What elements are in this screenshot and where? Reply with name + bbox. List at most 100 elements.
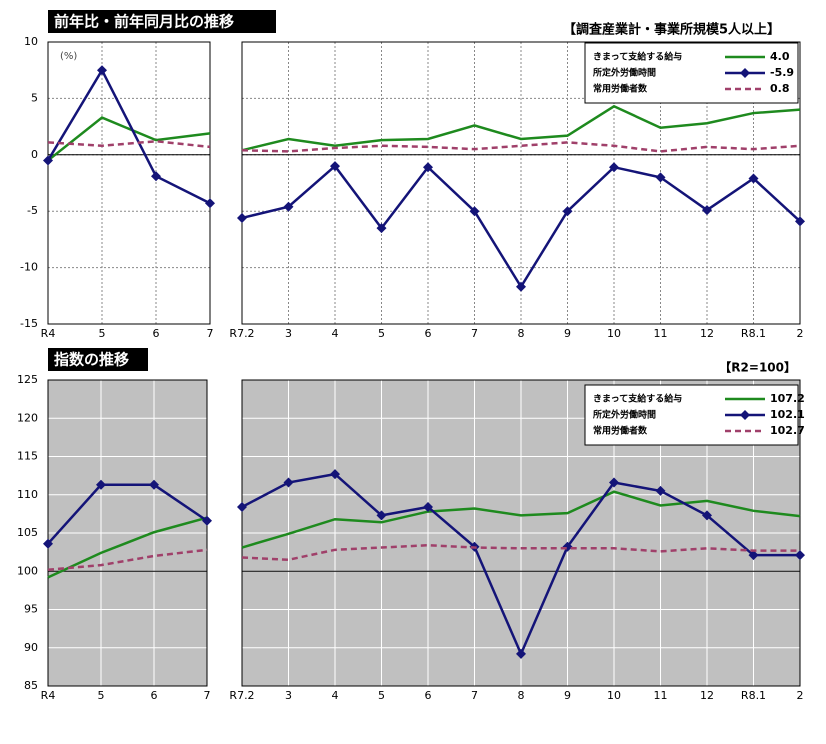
series-marker [96,479,106,490]
plot-frame [47,41,211,325]
y-tick-label: 105 [17,526,38,539]
x-tick-label: 6 [425,327,432,340]
legend-marker [740,410,750,420]
x-tick-label: 5 [378,327,385,340]
plot-frame [47,379,208,687]
series-marker [376,510,387,521]
x-tick-label: 3 [285,689,292,702]
series-marker [702,205,712,216]
y-tick-label: -10 [20,261,38,274]
x-tick-label: R4 [41,327,56,340]
series-marker [283,201,294,212]
series-marker [283,477,294,488]
series-marker [516,648,526,659]
series-marker [97,65,107,76]
x-tick-label: R7.2 [229,689,254,702]
series-line [241,141,801,153]
legend-marker [740,68,750,78]
series-marker [609,162,619,173]
series-marker [655,485,666,496]
series-line [241,104,801,152]
legend-label: きまって支給する給与 [593,51,682,63]
x-tick-label: R7.2 [229,327,254,340]
series-line [47,483,208,545]
series-marker [795,550,805,561]
series-marker [423,162,433,173]
series-marker [330,469,340,480]
x-tick-label: R4 [41,689,56,702]
series-marker [205,198,215,209]
x-tick-label: 10 [607,689,621,702]
chart-title: 指数の推移 [54,351,129,369]
y-tick-label: 100 [17,564,38,577]
x-tick-label: 4 [332,689,339,702]
series-line [47,516,208,579]
series-line [46,67,211,205]
series-marker [748,173,759,184]
x-tick-label: 7 [204,689,211,702]
x-tick-label: 6 [153,327,160,340]
y-tick-label: 95 [24,603,38,616]
chart-note: 【R2=100】 [719,360,796,375]
x-tick-label: 6 [151,689,158,702]
series-marker [43,155,53,166]
title-box [48,10,276,33]
y-tick-label: 120 [17,411,38,424]
title-box [48,348,148,371]
legend-value: 102.7 [770,424,805,437]
legend-label: きまって支給する給与 [593,393,682,405]
x-tick-label: 9 [564,689,571,702]
series-marker [151,171,161,182]
series-marker [376,223,387,234]
series-line [47,116,211,162]
legend-label: 常用労働者数 [593,83,648,95]
x-tick-label: R8.1 [741,689,766,702]
series-marker [748,550,759,561]
legend-value: -5.9 [770,66,794,79]
legend-value: 107.2 [770,392,805,405]
series-line [47,548,208,571]
y-tick-label: 0 [31,148,38,161]
series-marker [423,501,433,512]
unit-label: (%) [60,51,77,62]
series-marker [702,510,712,521]
legend-value: 102.1 [770,408,805,421]
x-tick-label: 6 [425,689,432,702]
series-marker [237,501,247,512]
plot-area [47,41,211,325]
x-tick-label: R8.1 [741,327,766,340]
x-tick-label: 12 [700,327,714,340]
series-marker [237,212,247,223]
x-tick-label: 9 [564,327,571,340]
series-line [241,543,800,562]
y-tick-label: 85 [24,679,38,692]
series-line [47,140,211,149]
y-tick-label: 115 [17,450,38,463]
legend-label: 所定外労働時間 [593,409,656,421]
series-marker [795,216,805,227]
x-tick-label: 4 [332,327,339,340]
x-tick-label: 2 [797,689,804,702]
series-marker [609,477,619,488]
y-tick-label: 125 [17,373,38,386]
x-tick-label: 11 [654,327,668,340]
series-marker [655,172,666,183]
x-tick-label: 5 [378,689,385,702]
series-marker [202,515,212,526]
x-tick-label: 7 [207,327,214,340]
x-tick-label: 10 [607,327,621,340]
series-marker [562,206,573,217]
x-tick-label: 7 [471,327,478,340]
legend-label: 常用労働者数 [593,425,648,437]
x-tick-label: 8 [518,327,525,340]
y-tick-label: -15 [20,317,38,330]
y-tick-label: 10 [24,35,38,48]
series-marker [43,538,53,549]
chart-title: 前年比・前年同月比の推移 [54,13,234,31]
chart-subtitle: 【調査産業計・事業所規模5人以上】 [563,22,780,38]
series-marker [469,206,480,217]
y-tick-label: 110 [17,488,38,501]
legend-value: 4.0 [770,50,790,63]
x-tick-label: 7 [471,689,478,702]
